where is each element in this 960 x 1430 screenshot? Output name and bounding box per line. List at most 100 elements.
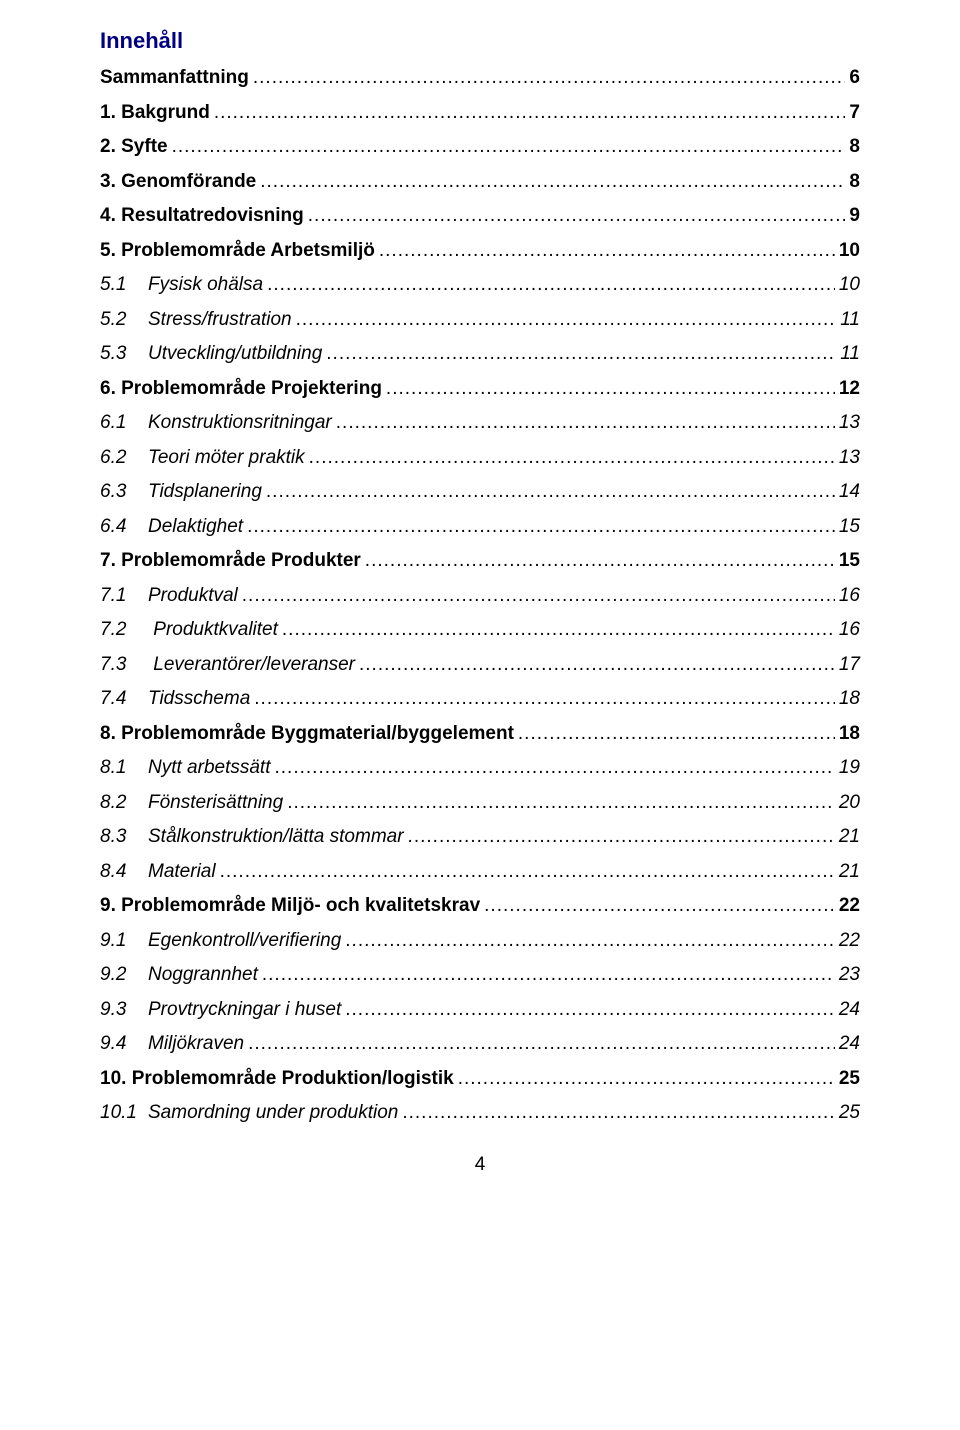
toc-entry-page: 25 xyxy=(835,1099,860,1128)
toc-entry-label: 9.3Provtryckningar i huset xyxy=(100,996,341,1025)
toc-entry-number: 6.3 xyxy=(100,478,148,507)
toc-entry-page: 9 xyxy=(845,202,860,231)
toc-entry-page: 10 xyxy=(835,237,860,266)
toc-entry: 6.1Konstruktionsritningar 13 xyxy=(100,409,860,438)
toc-leader-dots xyxy=(262,478,835,507)
toc-leader-dots xyxy=(216,858,835,887)
toc-entry-number: 8.4 xyxy=(100,858,148,887)
toc-entry-page: 14 xyxy=(835,478,860,507)
toc-entry-page: 24 xyxy=(835,996,860,1025)
toc-entry-number: 8.3 xyxy=(100,823,148,852)
toc-leader-dots xyxy=(283,789,835,818)
toc-entry-page: 10 xyxy=(835,271,860,300)
toc-entry-label: 5.1Fysisk ohälsa xyxy=(100,271,263,300)
toc-entry-page: 16 xyxy=(835,616,860,645)
toc-leader-dots xyxy=(271,754,835,783)
toc-leader-dots xyxy=(305,444,835,473)
toc-entry-label: 9.4Miljökraven xyxy=(100,1030,244,1059)
toc-entry: 8.1Nytt arbetssätt19 xyxy=(100,754,860,783)
toc-leader-dots xyxy=(341,927,835,956)
toc-leader-dots xyxy=(341,996,835,1025)
toc-leader-dots xyxy=(168,133,846,162)
toc-entry-page: 8 xyxy=(845,168,860,197)
toc-entry-page: 11 xyxy=(836,306,860,335)
toc-entry-page: 18 xyxy=(835,720,860,749)
toc-entry-label: 7.1Produktval xyxy=(100,582,238,611)
toc-entry-page: 11 xyxy=(836,340,860,369)
toc-entry-label: 6.1Konstruktionsritningar xyxy=(100,409,332,438)
toc-leader-dots xyxy=(398,1099,835,1128)
toc-leader-dots xyxy=(304,202,846,231)
toc-entry-label: 5.2Stress/frustration xyxy=(100,306,292,335)
toc-entry-number: 5.2 xyxy=(100,306,148,335)
toc-entry-label: 5.3Utveckling/utbildning xyxy=(100,340,322,369)
toc-leader-dots xyxy=(332,409,835,438)
toc-entry-label: 1. Bakgrund xyxy=(100,99,210,128)
toc-leader-dots xyxy=(382,375,835,404)
document-title: Innehåll xyxy=(100,28,860,54)
toc-entry-page: 16 xyxy=(835,582,860,611)
toc-entry-number: 8.1 xyxy=(100,754,148,783)
toc-entry-page: 17 xyxy=(835,651,860,680)
toc-entry-number: 10.1 xyxy=(100,1099,148,1128)
toc-entry: Sammanfattning6 xyxy=(100,64,860,93)
toc-entry: 9.1Egenkontroll/verifiering 22 xyxy=(100,927,860,956)
toc-entry-page: 15 xyxy=(835,547,860,576)
toc-entry: 6.4Delaktighet15 xyxy=(100,513,860,542)
toc-entry-label: 2. Syfte xyxy=(100,133,168,162)
page-number: 4 xyxy=(100,1154,860,1176)
toc-entry-page: 23 xyxy=(835,961,860,990)
toc-entry: 9. Problemområde Miljö- och kvalitetskra… xyxy=(100,892,860,921)
toc-entry-number: 9.4 xyxy=(100,1030,148,1059)
toc-entry-page: 25 xyxy=(835,1065,860,1094)
toc-entry: 6.2Teori möter praktik 13 xyxy=(100,444,860,473)
toc-entry-label: 6.3Tidsplanering xyxy=(100,478,262,507)
toc-entry-number: 7.1 xyxy=(100,582,148,611)
toc-entry-number: 9.3 xyxy=(100,996,148,1025)
toc-leader-dots xyxy=(355,651,835,680)
toc-entry-page: 15 xyxy=(835,513,860,542)
toc-entry-number: 7.3 xyxy=(100,651,148,680)
toc-entry: 3. Genomförande8 xyxy=(100,168,860,197)
toc-entry-label: 7.3 Leverantörer/leveranser xyxy=(100,651,355,680)
toc-entry-page: 12 xyxy=(835,375,860,404)
toc-entry: 7.4Tidsschema18 xyxy=(100,685,860,714)
toc-entry-page: 21 xyxy=(835,858,860,887)
toc-entry-number: 9.1 xyxy=(100,927,148,956)
toc-entry: 6. Problemområde Projektering12 xyxy=(100,375,860,404)
toc-entry-page: 20 xyxy=(835,789,860,818)
toc-leader-dots xyxy=(375,237,835,266)
toc-entry-label: 7. Problemområde Produkter xyxy=(100,547,361,576)
toc-entry-label: 10.1Samordning under produktion xyxy=(100,1099,398,1128)
toc-entry: 2. Syfte8 xyxy=(100,133,860,162)
toc-entry-label: 8.3Stålkonstruktion/lätta stommar xyxy=(100,823,404,852)
toc-entry-page: 13 xyxy=(835,409,860,438)
toc-entry-page: 21 xyxy=(835,823,860,852)
toc-entry: 9.2Noggrannhet23 xyxy=(100,961,860,990)
toc-entry-page: 24 xyxy=(835,1030,860,1059)
toc-leader-dots xyxy=(244,1030,835,1059)
toc-entry: 10.1Samordning under produktion 25 xyxy=(100,1099,860,1128)
toc-leader-dots xyxy=(361,547,835,576)
toc-leader-dots xyxy=(322,340,836,369)
toc-entry-page: 13 xyxy=(835,444,860,473)
toc-entry-label: 9.1Egenkontroll/verifiering xyxy=(100,927,341,956)
toc-entry-number: 9.2 xyxy=(100,961,148,990)
toc-entry-page: 22 xyxy=(835,927,860,956)
toc-entry-label: Sammanfattning xyxy=(100,64,249,93)
toc-leader-dots xyxy=(258,961,835,990)
toc-entry-page: 22 xyxy=(835,892,860,921)
toc-entry: 5.2Stress/frustration 11 xyxy=(100,306,860,335)
toc-entry-label: 4. Resultatredovisning xyxy=(100,202,304,231)
toc-entry-label: 8.4Material xyxy=(100,858,216,887)
toc-entry: 8. Problemområde Byggmaterial/byggelemen… xyxy=(100,720,860,749)
toc-entry-page: 7 xyxy=(845,99,860,128)
toc-entry-number: 6.1 xyxy=(100,409,148,438)
table-of-contents: Sammanfattning61. Bakgrund72. Syfte83. G… xyxy=(100,64,860,1128)
toc-entry: 9.3Provtryckningar i huset 24 xyxy=(100,996,860,1025)
toc-entry-page: 19 xyxy=(835,754,860,783)
toc-entry-label: 6.2Teori möter praktik xyxy=(100,444,305,473)
toc-leader-dots xyxy=(404,823,835,852)
toc-entry-label: 8.2Fönsterisättning xyxy=(100,789,283,818)
toc-entry-label: 7.2 Produktkvalitet xyxy=(100,616,278,645)
